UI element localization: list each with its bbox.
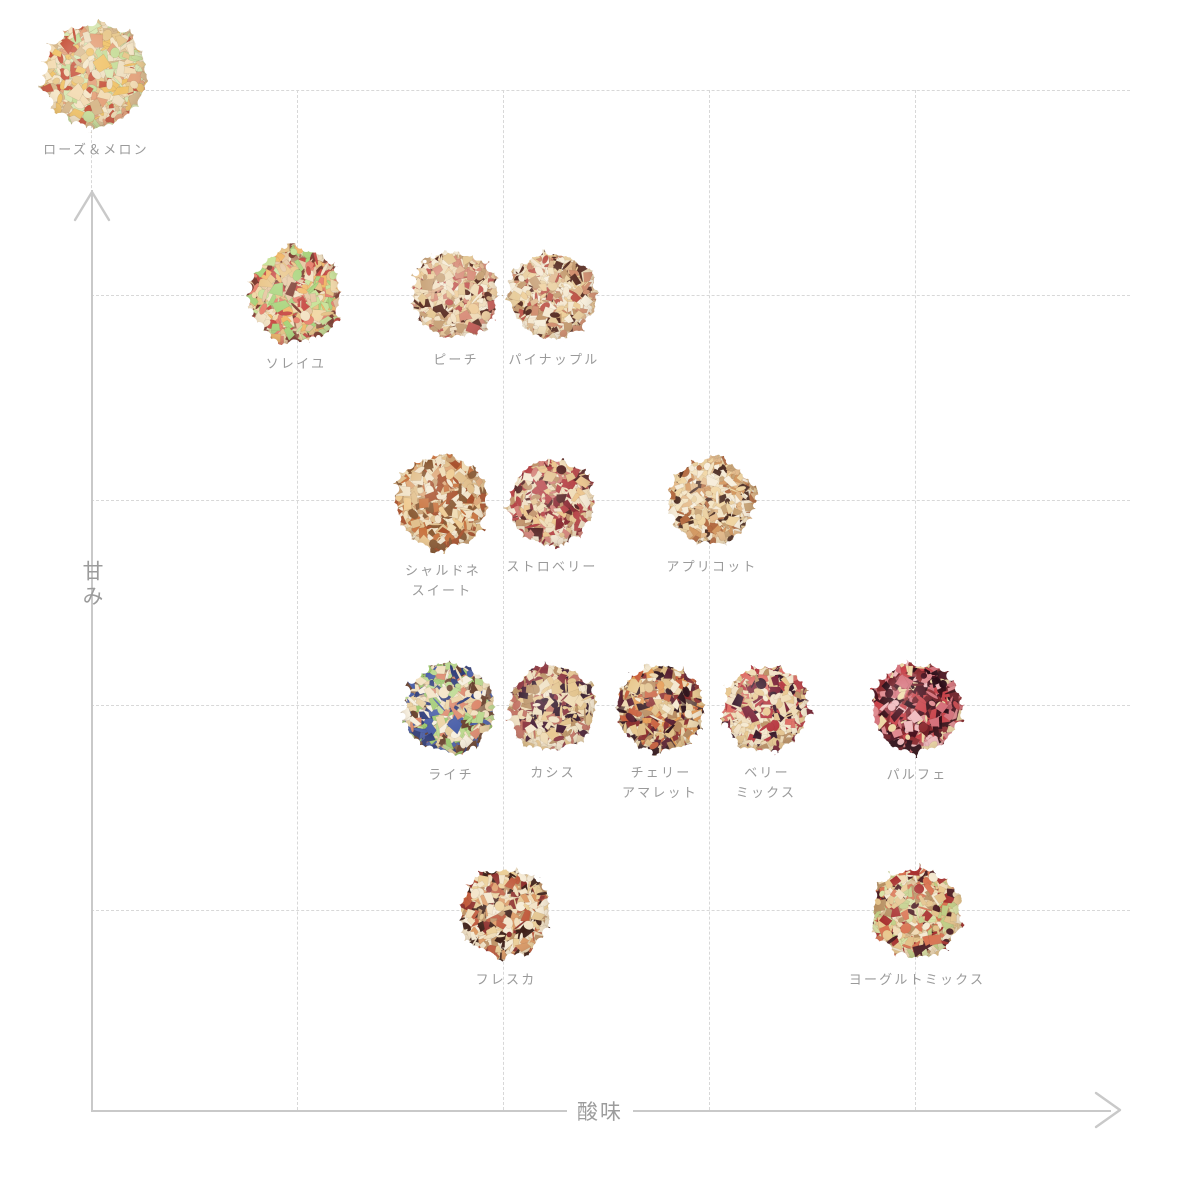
data-point-label: シャルドネ スイート [404,563,481,599]
data-point-label: フレスカ [475,972,537,987]
data-point[interactable]: フレスカ [395,863,615,990]
data-point[interactable]: アプリコット [603,454,819,577]
data-point[interactable]: ストロベリー [443,454,659,577]
data-point-label: パイナップル [508,352,600,367]
blend-image [400,658,500,758]
data-point[interactable]: パイナップル [445,247,661,370]
data-point-label: チェリー アマレット [621,765,698,801]
data-point[interactable]: ヨーグルトミックス [806,863,1026,990]
data-point[interactable]: ソレイユ [183,243,407,374]
blend-image [37,17,153,133]
gridline-horizontal-2 [91,500,1130,501]
data-point[interactable]: ピーチ [347,247,563,370]
blend-image [243,243,347,347]
blend-image [390,450,494,554]
blend-image [407,247,503,343]
data-point-label: ヨーグルトミックス [848,972,986,987]
gridline-horizontal-4 [91,910,1130,911]
gridline-vertical-3 [709,90,710,1110]
y-axis-line [91,190,93,1110]
gridline-vertical-4 [915,90,916,1110]
data-point-label: ソレイユ [265,356,327,371]
gridline-horizontal-1 [91,295,1130,296]
blend-image [504,660,600,756]
y-axis-label: 甘み [80,560,104,610]
blend-image [503,454,599,550]
data-point[interactable]: ローズ＆メロン [0,17,213,160]
gridline-vertical-1 [297,90,298,1110]
data-point[interactable]: シャルドネ スイート [330,450,554,601]
x-axis-label: 酸味 [567,1096,633,1126]
data-point-label: ライチ [428,767,474,782]
data-point-label: ベリー ミックス [735,765,797,801]
gridline-vertical-2 [503,90,504,1110]
blend-image [718,660,814,756]
blend-image [612,660,708,756]
blend-image [455,863,555,963]
data-point-label: ピーチ [433,352,479,367]
data-point[interactable]: ベリー ミックス [658,660,874,803]
data-point[interactable]: パルフェ [806,658,1026,785]
data-point[interactable]: チェリー アマレット [552,660,768,803]
gridline-horizontal-3 [91,705,1130,706]
data-point-label: アプリコット [666,559,758,574]
data-point[interactable]: ライチ [340,658,560,785]
data-point-label: ストロベリー [506,559,598,574]
data-point[interactable]: カシス [444,660,660,783]
gridline-horizontal-0 [91,90,1130,91]
data-point-label: ローズ＆メロン [43,142,149,157]
data-point-label: カシス [530,765,576,780]
data-point-label: パルフェ [886,767,948,782]
blend-image [866,658,966,758]
blend-image [505,247,601,343]
blend-image [663,454,759,550]
blend-image [866,863,966,963]
